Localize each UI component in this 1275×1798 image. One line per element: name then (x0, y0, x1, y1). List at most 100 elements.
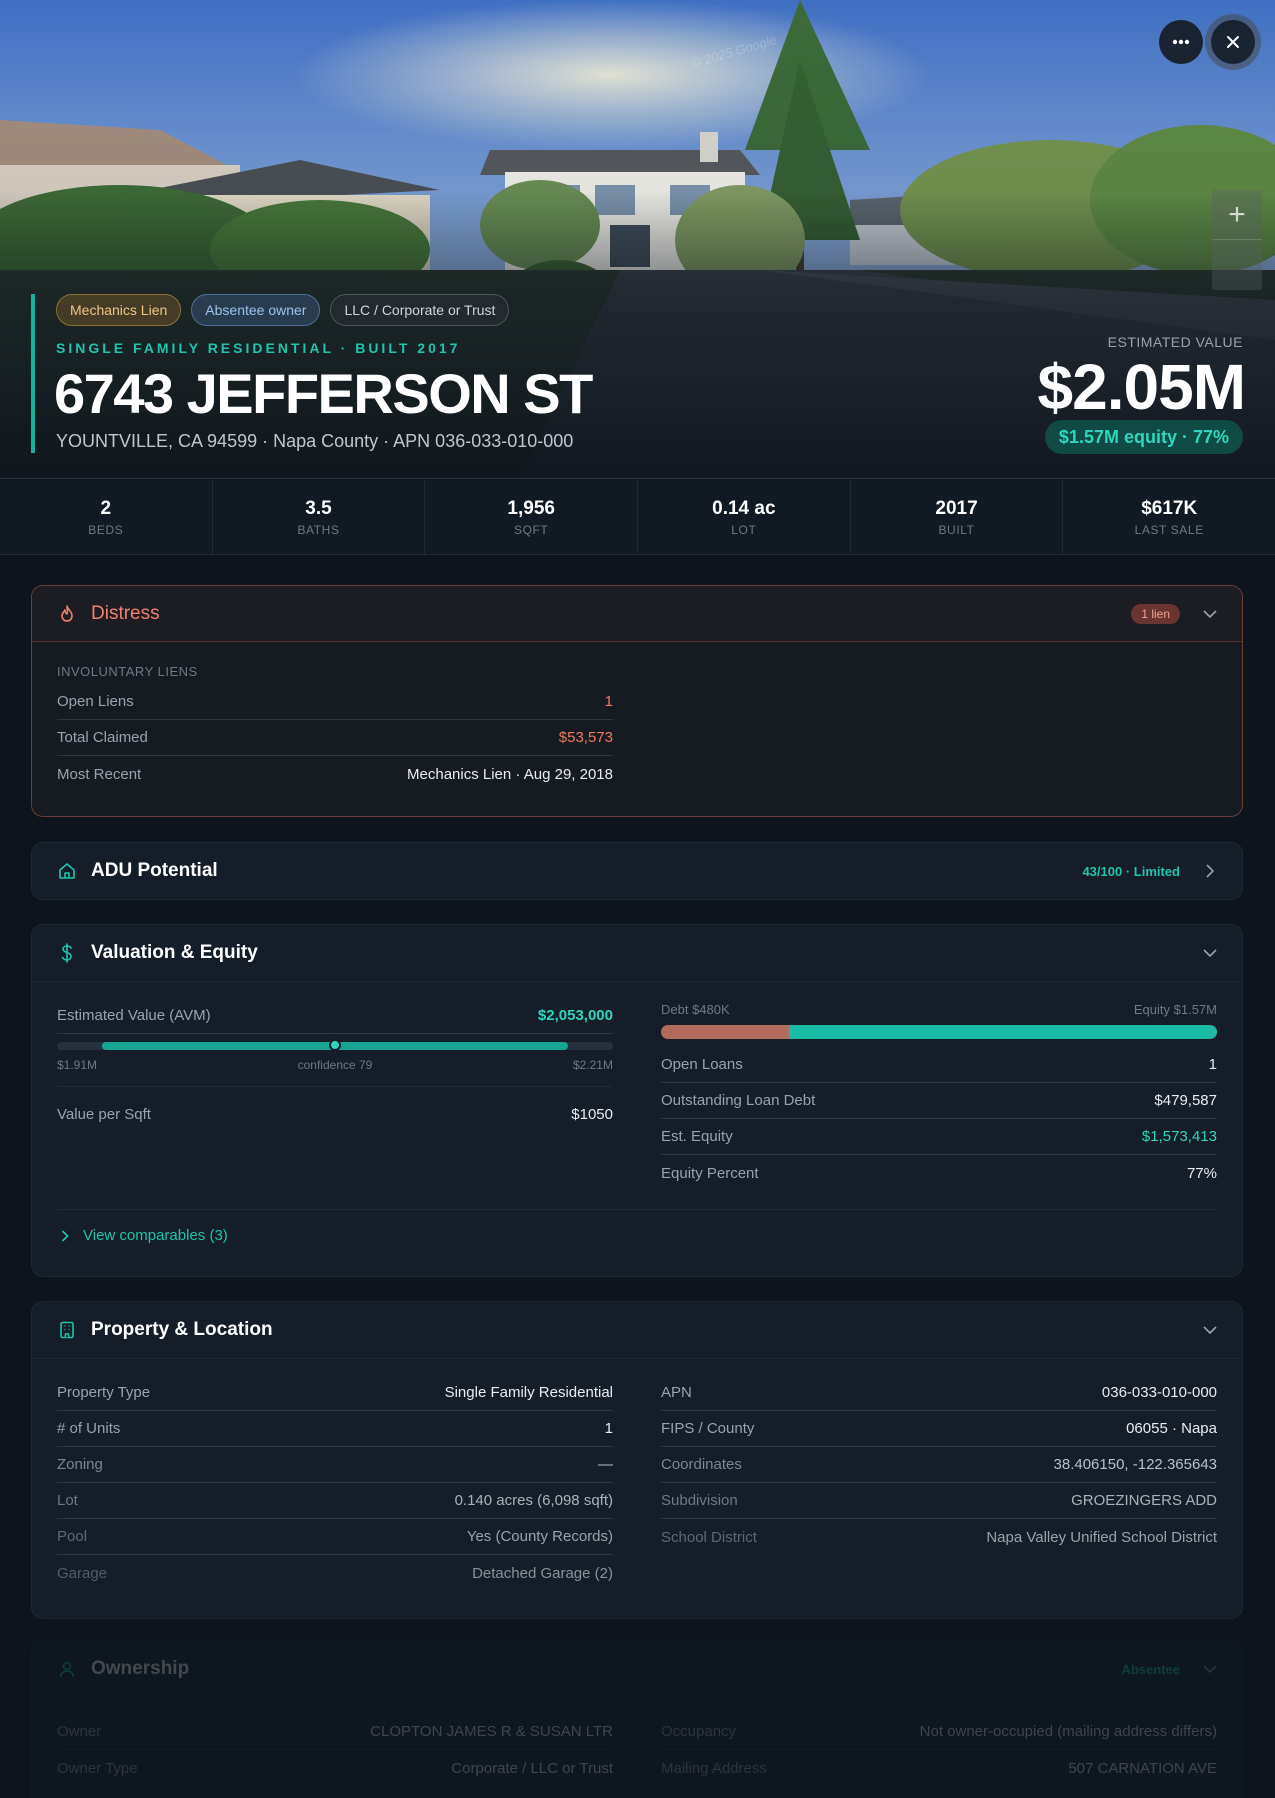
equity-label: Equity $1.57M (1133, 1002, 1217, 1017)
stat-label: LAST SALE (1134, 522, 1204, 537)
debt-equity-labels: Debt $480K Equity $1.57M (661, 1002, 1217, 1017)
lien-count-badge: 1 lien (1131, 604, 1180, 624)
chevron-down-icon[interactable] (1202, 1661, 1218, 1677)
stat-label: SQFT (513, 522, 549, 537)
equity-column: Debt $480K Equity $1.57M Open Loans 1 Ou… (661, 982, 1217, 1191)
subdivision-row: Subdivision GROEZINGERS ADD (661, 1483, 1217, 1519)
equity-pill: $1.57M equity · 77% (1044, 420, 1243, 454)
zoom-out-button[interactable] (1212, 240, 1262, 290)
distress-header[interactable]: Distress 1 lien (32, 586, 1242, 642)
row-label: # of Units (57, 1420, 121, 1437)
ellipsis-icon (1172, 39, 1190, 45)
valuation-header[interactable]: Valuation & Equity (32, 925, 1242, 981)
close-button[interactable] (1211, 20, 1255, 64)
ownership-card: Ownership Absentee Owner CLOPTON JAMES R … (31, 1640, 1243, 1798)
stat-label: BUILT (938, 522, 975, 537)
stat-sqft: 1,956 SQFT (425, 480, 639, 554)
absentee-tag: Absentee (1121, 1661, 1180, 1677)
equity-segment (788, 1025, 1217, 1039)
home-icon (57, 861, 77, 881)
row-value: 77% (1186, 1164, 1217, 1182)
row-label: Subdivision (661, 1492, 738, 1509)
chevron-down-icon[interactable] (1202, 1322, 1218, 1338)
row-value: Yes (County Records) (466, 1528, 613, 1545)
stat-label: BATHS (297, 522, 340, 537)
stat-value: 2017 (935, 497, 978, 519)
view-comparables-link[interactable]: View comparables (3) (57, 1209, 1217, 1261)
row-label: Est. Equity (661, 1128, 733, 1145)
tag-chips: Mechanics Lien Absentee owner LLC / Corp… (56, 294, 510, 326)
stat-value: 3.5 (305, 497, 332, 519)
row-label: Owner Type (57, 1759, 138, 1777)
most-recent-row: Most Recent Mechanics Lien · Aug 29, 201… (57, 756, 613, 792)
row-value: Detached Garage (2) (472, 1564, 613, 1582)
adu-header[interactable]: ADU Potential 43/100 · Limited (32, 843, 1242, 899)
row-label: Garage (57, 1564, 108, 1582)
row-value: Napa Valley Unified School District (986, 1528, 1217, 1546)
chevron-down-icon[interactable] (1202, 606, 1218, 622)
stat-label: BEDS (88, 522, 124, 537)
ownership-right-column: Occupancy Not owner-occupied (mailing add… (661, 1714, 1217, 1786)
chip-mechanics-lien: Mechanics Lien (56, 294, 182, 326)
adu-title: ADU Potential (91, 860, 218, 881)
zoning-row: Zoning — (57, 1447, 613, 1483)
avm-high: $2.21M (572, 1058, 613, 1072)
row-label: APN (661, 1384, 692, 1401)
pool-row: Pool Yes (County Records) (57, 1519, 613, 1555)
owner-type-row: Owner Type Corporate / LLC or Trust (57, 1750, 613, 1786)
ownership-title: Ownership (91, 1658, 190, 1679)
mailing-address-row: Mailing Address 507 CARNATION AVE (661, 1750, 1217, 1786)
person-icon (57, 1659, 77, 1679)
adu-potential-card[interactable]: ADU Potential 43/100 · Limited (31, 842, 1243, 900)
stat-label: LOT (731, 522, 757, 537)
row-label: Pool (57, 1528, 88, 1545)
value-per-sqft-row: Value per Sqft $1050 (57, 1086, 613, 1142)
row-value: 0.140 acres (6,098 sqft) (454, 1492, 613, 1509)
hero-banner: © 2025 Google + Mechanics Lien Absentee … (0, 0, 1275, 479)
chevron-right-icon[interactable] (1202, 863, 1218, 879)
debt-label: Debt $480K (661, 1002, 730, 1017)
property-subtitle: SINGLE FAMILY RESIDENTIAL · BUILT 2017 (56, 340, 461, 356)
row-label: FIPS / County (661, 1420, 755, 1437)
row-value: $479,587 (1154, 1092, 1217, 1109)
more-options-button[interactable] (1159, 20, 1203, 64)
row-label: Most Recent (57, 765, 142, 783)
ownership-body: Owner CLOPTON JAMES R & SUSAN LTR Owner T… (32, 1697, 1242, 1786)
ownership-header[interactable]: Ownership Absentee (32, 1641, 1242, 1697)
property-location: YOUNTVILLE, CA 94599 · Napa County · APN… (56, 431, 574, 451)
zoom-control: + (1212, 190, 1262, 290)
dollar-icon (57, 943, 77, 963)
chevron-down-icon[interactable] (1202, 945, 1218, 961)
avm-low: $1.91M (57, 1058, 98, 1072)
lot-row: Lot 0.140 acres (6,098 sqft) (57, 1483, 613, 1519)
property-header[interactable]: Property & Location (32, 1302, 1242, 1358)
row-label: Occupancy (661, 1723, 737, 1740)
stat-value: 2 (100, 497, 112, 519)
stat-baths: 3.5 BATHS (213, 480, 426, 554)
stat-value: 1,956 (507, 497, 555, 519)
stat-value: 0.14 ac (712, 497, 776, 519)
distress-card: Distress 1 lien INVOLUNTARY LIENS Open L… (31, 585, 1243, 817)
estimated-value-label: ESTIMATED VALUE (1107, 334, 1243, 350)
comparables-label: View comparables (3) (83, 1227, 228, 1244)
row-value: 1 (604, 693, 613, 710)
property-location-card: Property & Location Property Type Single … (31, 1301, 1243, 1619)
row-value: 036-033-010-000 (1101, 1384, 1217, 1401)
school-district-row: School District Napa Valley Unified Schoo… (661, 1519, 1217, 1555)
valuation-card: Valuation & Equity Estimated Value (AVM)… (31, 924, 1243, 1277)
row-label: Value per Sqft (57, 1106, 151, 1123)
valuation-title: Valuation & Equity (91, 942, 258, 963)
apn-row: APN 036-033-010-000 (661, 1375, 1217, 1411)
zoom-in-button[interactable]: + (1212, 190, 1262, 240)
adu-score: 43/100 · Limited (1082, 863, 1180, 879)
building-icon (57, 1320, 77, 1340)
stat-value: $617K (1141, 497, 1198, 519)
avm-marker (329, 1039, 341, 1051)
stat-built: 2017 BUILT (851, 480, 1064, 554)
debt-equity-bar (661, 1025, 1217, 1039)
avm-range-labels: $1.91M confidence 79 $2.21M (57, 1058, 613, 1072)
property-type-row: Property Type Single Family Residential (57, 1375, 613, 1411)
row-value: 507 CARNATION AVE (1068, 1759, 1217, 1777)
avm-row: Estimated Value (AVM) $2,053,000 (57, 998, 613, 1034)
row-label: Open Loans (661, 1056, 743, 1073)
